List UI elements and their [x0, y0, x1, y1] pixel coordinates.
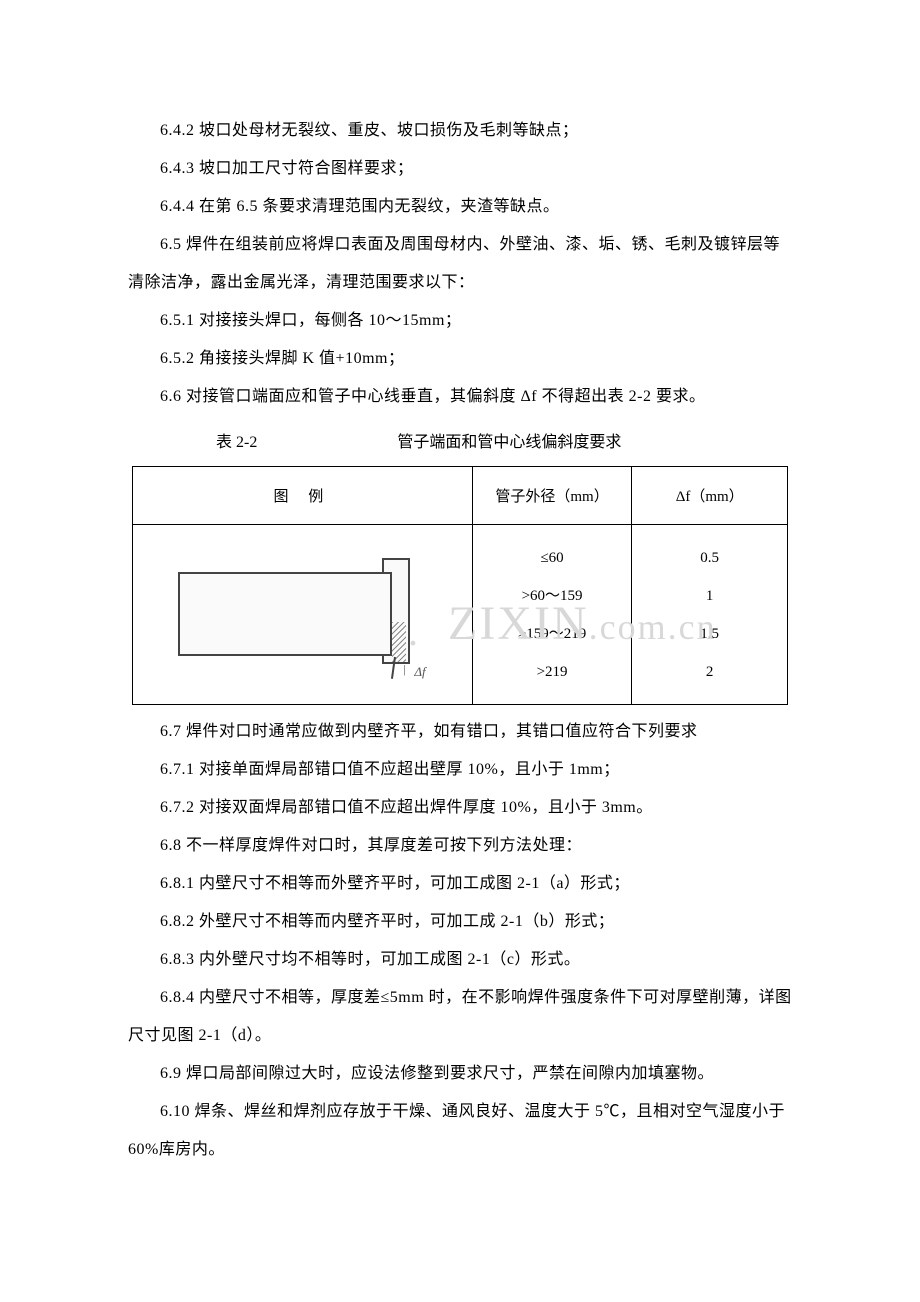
paragraph-6-5-1: 6.5.1 对接接头焊口，每侧各 10～15mm；	[128, 302, 792, 340]
table-header-delta-f: Δf（mm）	[632, 467, 788, 525]
paragraph-6-8-3: 6.8.3 内外壁尺寸均不相等时，可加工成图 2-1（c）形式。	[128, 941, 792, 979]
table-title-number: 表 2-2	[216, 424, 257, 462]
paragraph-6-7-1: 6.7.1 对接单面焊局部错口值不应超出壁厚 10%，且小于 1mm；	[128, 751, 792, 789]
deltaf-value-4: 2	[632, 653, 787, 691]
table-cell-diagram: | Δf	[133, 525, 473, 705]
diameter-value-1: ≤60	[473, 539, 632, 577]
table-header-diagram: 图 例	[133, 467, 473, 525]
paragraph-6-6: 6.6 对接管口端面应和管子中心线垂直，其偏斜度 Δf 不得超出表 2-2 要求…	[128, 378, 792, 416]
diameter-value-4: >219	[473, 653, 632, 691]
paragraph-6-8-4: 6.8.4 内壁尺寸不相等，厚度差≤5mm 时，在不影响焊件强度条件下可对厚壁削…	[128, 979, 792, 1055]
table-cell-diameter: ≤60 >60～159 >159～219 >219	[472, 525, 632, 705]
paragraph-6-9: 6.9 焊口局部间隙过大时，应设法修整到要求尺寸，严禁在间隙内加填塞物。	[128, 1055, 792, 1093]
paragraph-6-10: 6.10 焊条、焊丝和焊剂应存放于干燥、通风良好、温度大于 5℃，且相对空气湿度…	[128, 1093, 792, 1169]
paragraph-6-7-2: 6.7.2 对接双面焊局部错口值不应超出焊件厚度 10%，且小于 3mm。	[128, 789, 792, 827]
paragraph-6-4-3: 6.4.3 坡口加工尺寸符合图样要求；	[128, 150, 792, 188]
paragraph-6-5-2: 6.5.2 角接接头焊脚 K 值+10mm；	[128, 340, 792, 378]
deltaf-value-3: 1.5	[632, 615, 787, 653]
table-header-row: 图 例 管子外径（mm） Δf（mm）	[133, 467, 788, 525]
table-title-caption: 管子端面和管中心线偏斜度要求	[397, 424, 621, 462]
page-content: 6.4.2 坡口处母材无裂纹、重皮、坡口损伤及毛刺等缺点； 6.4.3 坡口加工…	[0, 0, 920, 1169]
table-cell-delta-f: 0.5 1 1.5 2	[632, 525, 788, 705]
deltaf-value-2: 1	[632, 577, 787, 615]
diameter-value-2: >60～159	[473, 577, 632, 615]
paragraph-6-8: 6.8 不一样厚度焊件对口时，其厚度差可按下列方法处理：	[128, 827, 792, 865]
pipe-deviation-diagram: | Δf	[162, 550, 442, 680]
diameter-value-3: >159～219	[473, 615, 632, 653]
paragraph-6-7: 6.7 焊件对口时通常应做到内壁齐平，如有错口，其错口值应符合下列要求	[128, 713, 792, 751]
paragraph-6-8-2: 6.8.2 外壁尺寸不相等而内壁齐平时，可加工成 2-1（b）形式；	[128, 903, 792, 941]
deltaf-value-1: 0.5	[632, 539, 787, 577]
table-title: 表 2-2 管子端面和管中心线偏斜度要求	[128, 424, 792, 462]
table-data-row: | Δf ≤60 >60～159 >159～219 >219 0.5 1 1.5…	[133, 525, 788, 705]
paragraph-6-4-2: 6.4.2 坡口处母材无裂纹、重皮、坡口损伤及毛刺等缺点；	[128, 112, 792, 150]
paragraph-6-5: 6.5 焊件在组装前应将焊口表面及周围母材内、外壁油、漆、垢、锈、毛刺及镀锌层等…	[128, 226, 792, 302]
deviation-table: 图 例 管子外径（mm） Δf（mm） | Δf ≤60 >60～159 >15…	[132, 466, 788, 705]
paragraph-6-4-4: 6.4.4 在第 6.5 条要求清理范围内无裂纹，夹渣等缺点。	[128, 188, 792, 226]
table-header-diameter: 管子外径（mm）	[472, 467, 632, 525]
paragraph-6-8-1: 6.8.1 内壁尺寸不相等而外壁齐平时，可加工成图 2-1（a）形式；	[128, 865, 792, 903]
diagram-delta-f-label: Δf	[414, 664, 425, 680]
